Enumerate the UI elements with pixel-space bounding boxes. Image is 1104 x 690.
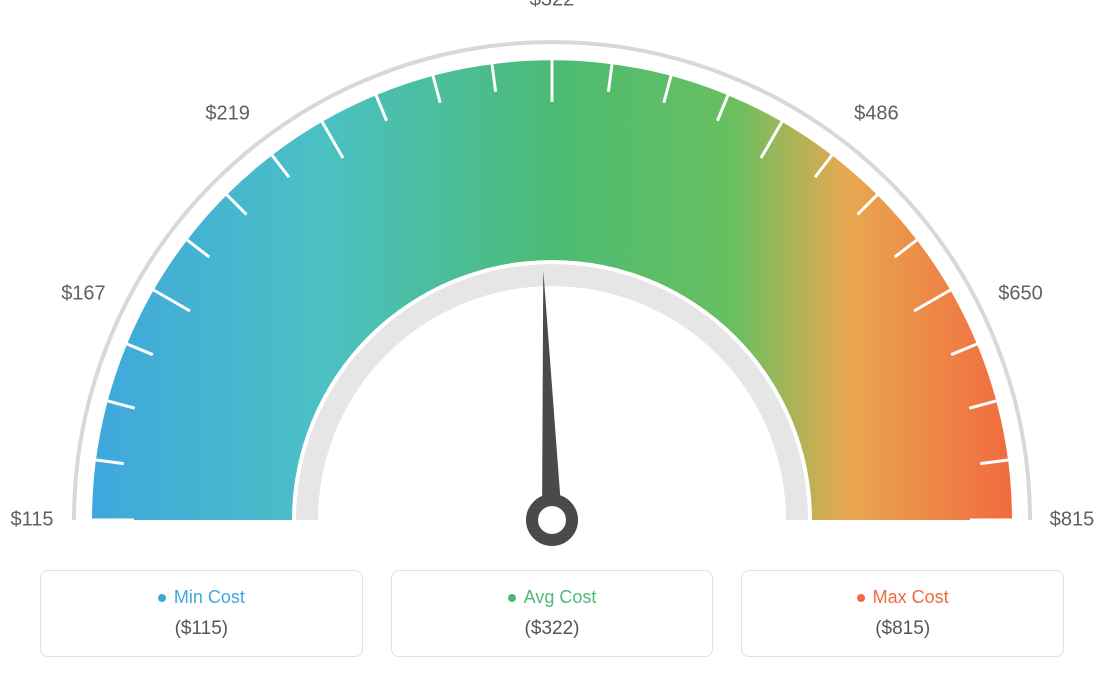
legend-dot-icon bbox=[508, 594, 516, 602]
scale-label: $815 bbox=[1050, 509, 1095, 532]
scale-label: $322 bbox=[530, 0, 575, 12]
legend-label-text: Avg Cost bbox=[524, 587, 597, 608]
legend-box: Avg Cost ($322) bbox=[391, 570, 714, 657]
legend-row: Min Cost ($115) Avg Cost ($322) Max Cost ($81… bbox=[0, 570, 1104, 657]
legend-label: Max Cost bbox=[857, 587, 949, 608]
legend-label-text: Max Cost bbox=[873, 587, 949, 608]
legend-label: Avg Cost bbox=[508, 587, 597, 608]
legend-dot-icon bbox=[158, 594, 166, 602]
scale-label: $167 bbox=[61, 283, 106, 306]
gauge-chart: $115 $167 $219 $322 $486 $650 $815 bbox=[0, 0, 1104, 570]
legend-box: Max Cost ($815) bbox=[741, 570, 1064, 657]
scale-label: $650 bbox=[998, 283, 1043, 306]
scale-label: $486 bbox=[854, 102, 899, 125]
gauge-svg bbox=[0, 0, 1104, 570]
legend-box: Min Cost ($115) bbox=[40, 570, 363, 657]
legend-value: ($115) bbox=[61, 618, 342, 640]
legend-label-text: Min Cost bbox=[174, 587, 245, 608]
cost-gauge-infographic: $115 $167 $219 $322 $486 $650 $815 Min Cost ($1… bbox=[0, 0, 1104, 690]
scale-label: $115 bbox=[10, 509, 53, 532]
scale-label: $219 bbox=[205, 102, 250, 125]
legend-value: ($322) bbox=[412, 618, 693, 640]
legend-dot-icon bbox=[857, 594, 865, 602]
legend-value: ($815) bbox=[762, 618, 1043, 640]
legend-label: Min Cost bbox=[158, 587, 245, 608]
